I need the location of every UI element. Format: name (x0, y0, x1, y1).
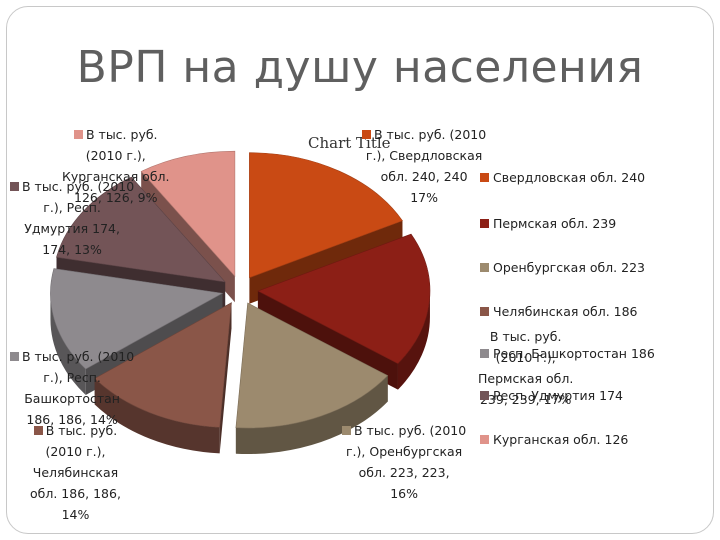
legend-item-chelyabinsk: Челябинская обл. 186 (480, 304, 638, 319)
legend-item-orenburg: Оренбургская обл. 223 (480, 260, 645, 275)
data-label-udmurtia: В тыс. руб. (2010 г.), Респ. Удмуртия 17… (10, 176, 134, 260)
legend-item-perm: Пермская обл. 239 (480, 216, 616, 231)
pie-slice-wall (94, 378, 220, 454)
data-label-kurgan: В тыс. руб. (2010 г.), Курганская обл. 1… (62, 127, 170, 205)
label-swatch (33, 426, 43, 435)
legend-swatch (480, 435, 489, 444)
legend-item-sverdlovsk: Свердловская обл. 240 (480, 170, 645, 185)
legend-item-bashkortostan: Респ. Башкортостан 186 (480, 346, 655, 361)
data-label-orenburg: В тыс. руб. (2010 г.), Оренбургская обл.… (342, 420, 466, 504)
pie-slice-wall (50, 293, 86, 396)
legend-item-kurgan: Курганская обл. 126 (480, 432, 628, 447)
legend-swatch (480, 219, 489, 228)
legend-swatch (480, 391, 489, 400)
legend-item-udmurtia: Респ. Удмуртия 174 (480, 388, 623, 403)
data-label-sverdlovsk: В тыс. руб. (2010 г.), Свердловская обл.… (362, 124, 486, 208)
label-swatch (10, 182, 19, 191)
pie-slice-top (140, 150, 236, 277)
label-swatch (362, 130, 371, 139)
legend-swatch (480, 349, 489, 358)
pie-slice-top (235, 302, 389, 429)
legend-swatch (480, 263, 489, 272)
label-swatch (342, 426, 351, 435)
legend-swatch (480, 173, 489, 182)
label-swatch (73, 130, 83, 139)
data-label-bashkortostan: В тыс. руб. (2010 г.), Респ. Башкортоста… (10, 346, 134, 430)
slide-title: ВРП на душу населения (76, 42, 644, 93)
pie-slice-top (249, 152, 403, 279)
data-label-chelyabinsk: В тыс. руб. (2010 г.), Челябинская обл. … (30, 423, 121, 522)
pie-slice-side (219, 302, 232, 454)
pie-slice-wall (235, 375, 388, 455)
pie-slice-top (94, 302, 232, 428)
legend-swatch (480, 307, 489, 316)
pie-slice-top (257, 233, 431, 365)
data-label-perm: В тыс. руб. (2010 г.), Пермская обл. 239… (478, 329, 574, 407)
pie-slice-wall (397, 291, 430, 390)
label-swatch (10, 352, 19, 361)
pie-slice-orenburg (235, 302, 389, 455)
pie-slice-top (50, 268, 224, 370)
pie-slice-top (56, 176, 226, 283)
pie-slice-chelyabinsk (94, 302, 232, 454)
